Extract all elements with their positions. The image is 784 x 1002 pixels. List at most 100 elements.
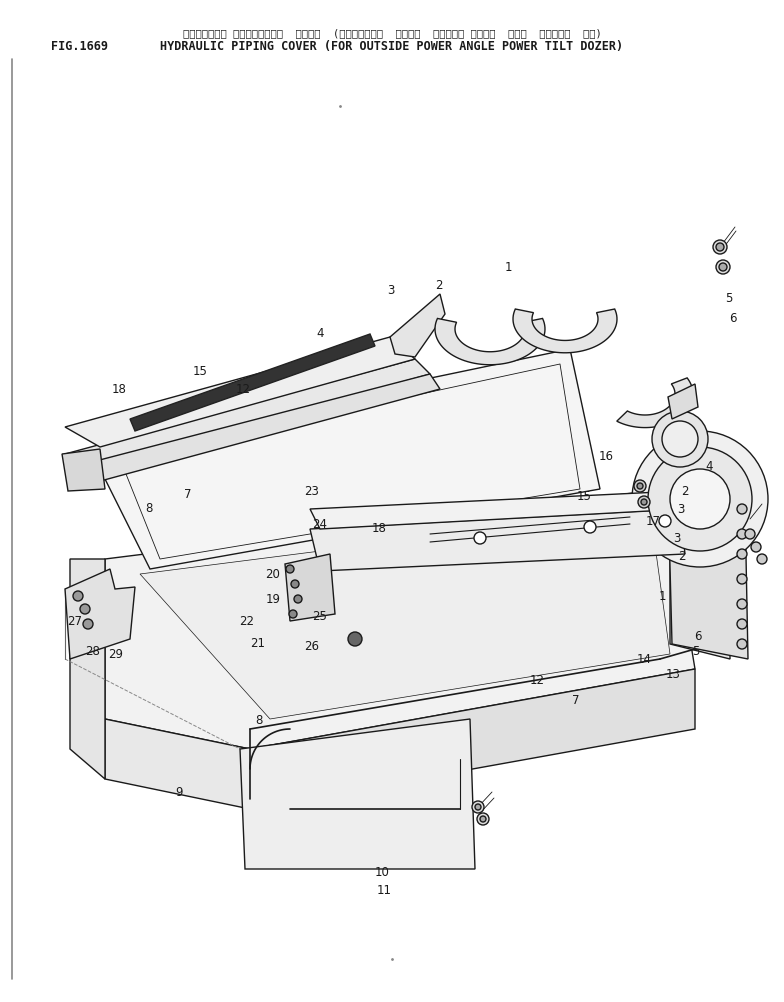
Circle shape [474,532,486,544]
Polygon shape [65,569,135,659]
Text: 2: 2 [435,280,443,292]
Text: 8: 8 [255,713,263,725]
Circle shape [83,619,93,629]
Polygon shape [660,470,745,504]
Text: 6: 6 [729,313,737,325]
Circle shape [480,817,486,823]
Text: 12: 12 [529,673,545,685]
Circle shape [652,412,708,468]
Circle shape [737,574,747,584]
Circle shape [73,591,83,601]
Text: 15: 15 [577,490,591,502]
Text: 27: 27 [67,615,82,627]
Text: 15: 15 [193,365,207,377]
Text: 19: 19 [265,593,281,605]
Circle shape [584,521,596,533]
Polygon shape [70,559,105,780]
Polygon shape [285,554,335,621]
Circle shape [659,515,671,527]
Text: 3: 3 [673,532,681,544]
Circle shape [291,580,299,588]
Polygon shape [240,719,475,869]
Polygon shape [65,360,430,470]
Polygon shape [62,450,105,492]
Circle shape [670,470,730,529]
Text: HYDRAULIC PIPING COVER (FOR OUTSIDE POWER ANGLE POWER TILT DOZER): HYDRAULIC PIPING COVER (FOR OUTSIDE POWE… [161,40,623,53]
Polygon shape [310,492,685,529]
Text: 9: 9 [175,786,183,798]
Text: 3: 3 [387,285,394,297]
Text: ハイト゛ロック ハ゛イヒ゛ンク゛  カハ゛ー  (アウトサイト゛  ハ゛ワー  アンク゛ル ハ゛ワー  チルト  ト゛ーサ゛  ヨウ): ハイト゛ロック ハ゛イヒ゛ンク゛ カハ゛ー (アウトサイト゛ ハ゛ワー アンク゛… [183,28,601,38]
Circle shape [719,264,727,272]
Circle shape [757,554,767,564]
Polygon shape [435,319,545,366]
Text: 16: 16 [598,450,614,462]
Polygon shape [140,509,670,719]
Text: 1: 1 [659,590,666,602]
Text: 26: 26 [304,640,320,652]
Text: 17: 17 [645,515,661,527]
Circle shape [737,529,747,539]
Circle shape [348,632,362,646]
Text: 4: 4 [316,328,324,340]
Text: 11: 11 [376,884,392,896]
Text: 22: 22 [239,615,255,627]
Circle shape [737,619,747,629]
Polygon shape [668,490,748,659]
Circle shape [737,504,747,514]
Circle shape [713,240,727,255]
Circle shape [737,599,747,609]
Circle shape [477,814,489,826]
Polygon shape [130,335,375,432]
Text: 5: 5 [692,645,700,657]
Text: 6: 6 [694,630,702,642]
Circle shape [634,481,646,493]
Polygon shape [668,385,698,420]
Circle shape [632,432,768,567]
Circle shape [294,595,302,603]
Polygon shape [617,379,693,428]
Text: 10: 10 [376,866,390,878]
Polygon shape [310,509,685,571]
Polygon shape [670,490,730,659]
Circle shape [648,448,752,551]
Text: 18: 18 [112,383,126,395]
Polygon shape [105,719,250,810]
Polygon shape [65,338,415,448]
Text: 7: 7 [184,488,192,500]
Text: 3: 3 [677,503,684,515]
Text: 14: 14 [637,653,652,665]
Circle shape [716,261,730,275]
Text: 1: 1 [504,262,512,274]
Polygon shape [105,490,695,749]
Text: 18: 18 [372,522,386,534]
Text: 29: 29 [108,648,124,660]
Text: 7: 7 [572,693,580,705]
Circle shape [472,802,484,814]
Circle shape [716,243,724,252]
Circle shape [289,610,297,618]
Text: 28: 28 [85,645,100,657]
Circle shape [637,484,643,490]
Polygon shape [390,295,445,358]
Text: 20: 20 [266,568,280,580]
Text: 8: 8 [145,502,153,514]
Polygon shape [90,350,600,569]
Circle shape [751,542,761,552]
Text: 23: 23 [305,485,319,497]
Circle shape [475,805,481,811]
Text: 24: 24 [312,518,328,530]
Polygon shape [660,470,730,509]
Text: 2: 2 [681,485,688,497]
Circle shape [737,639,747,649]
Circle shape [80,604,90,614]
Text: FIG.1669: FIG.1669 [51,40,108,53]
Text: 2: 2 [678,550,686,562]
Text: 21: 21 [249,637,265,649]
Polygon shape [250,669,695,810]
Text: 25: 25 [313,610,327,622]
Circle shape [286,565,294,573]
Circle shape [641,500,647,505]
Circle shape [737,549,747,559]
Text: 5: 5 [725,293,733,305]
